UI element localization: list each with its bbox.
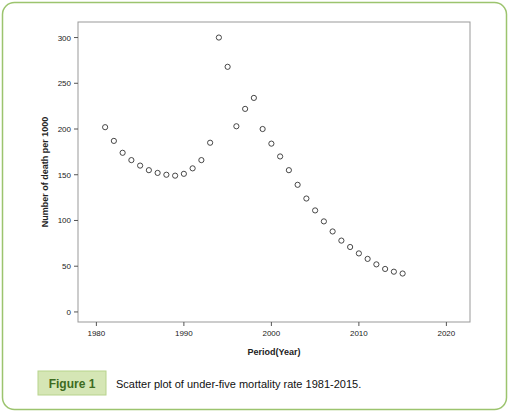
y-tick [74,311,78,312]
point [181,171,186,176]
point [374,262,379,267]
point [278,154,283,159]
x-tick [96,322,97,326]
x-tick-label: 2010 [350,329,368,338]
point [286,168,291,173]
point [260,126,265,131]
y-tick-label: 0 [67,308,72,317]
point [164,172,169,177]
points [103,35,406,276]
caption-text: Scatter plot of under-five mortality rat… [116,378,361,390]
x-tick [446,322,447,326]
x-tick-label: 1990 [175,329,193,338]
y-tick [74,37,78,38]
point [251,95,256,100]
point [391,269,396,274]
x-tick [183,322,184,326]
figure: 0 50 100 150 200 250 300 1980 1990 2000 2010 2020 Pe… [0,0,509,412]
y-tick [74,266,78,267]
point [199,158,204,163]
point [138,163,143,168]
caption-label-box [38,371,106,395]
x-tick-label: 1980 [87,329,105,338]
point [348,244,353,249]
point [225,64,230,69]
y-tick [74,129,78,130]
y-tick-label: 150 [58,171,72,180]
point [295,182,300,187]
y-tick-label: 100 [58,216,72,225]
x-tick-label: 2020 [437,329,455,338]
point [103,125,108,130]
y-tick-label: 300 [58,34,72,43]
point [234,124,239,129]
x-tick [271,322,272,326]
point [365,256,370,261]
point [216,35,221,40]
point [313,208,318,213]
point [173,173,178,178]
y-tick [74,220,78,221]
point [155,170,160,175]
point [146,168,151,173]
point [383,266,388,271]
figure-border [3,3,507,410]
point [190,166,195,171]
x-tick-label: 2000 [262,329,280,338]
point [330,229,335,234]
x-tick [358,322,359,326]
y-tick [74,83,78,84]
point [269,141,274,146]
y-tick-label: 250 [58,79,72,88]
point [356,251,361,256]
point [208,140,213,145]
point [321,219,326,224]
y-tick-label: 200 [58,125,72,134]
point [400,271,405,276]
point [339,238,344,243]
y-tick [74,174,78,175]
point [243,106,248,111]
x-axis-label: Period(Year) [247,347,300,357]
y-axis-label: Number of death per 1000 [40,117,50,228]
y-tick-label: 50 [62,262,71,271]
point [304,196,309,201]
point [111,138,116,143]
point [120,150,125,155]
caption-label: Figure 1 [49,377,96,391]
point [129,158,134,163]
plot-frame [78,22,470,322]
